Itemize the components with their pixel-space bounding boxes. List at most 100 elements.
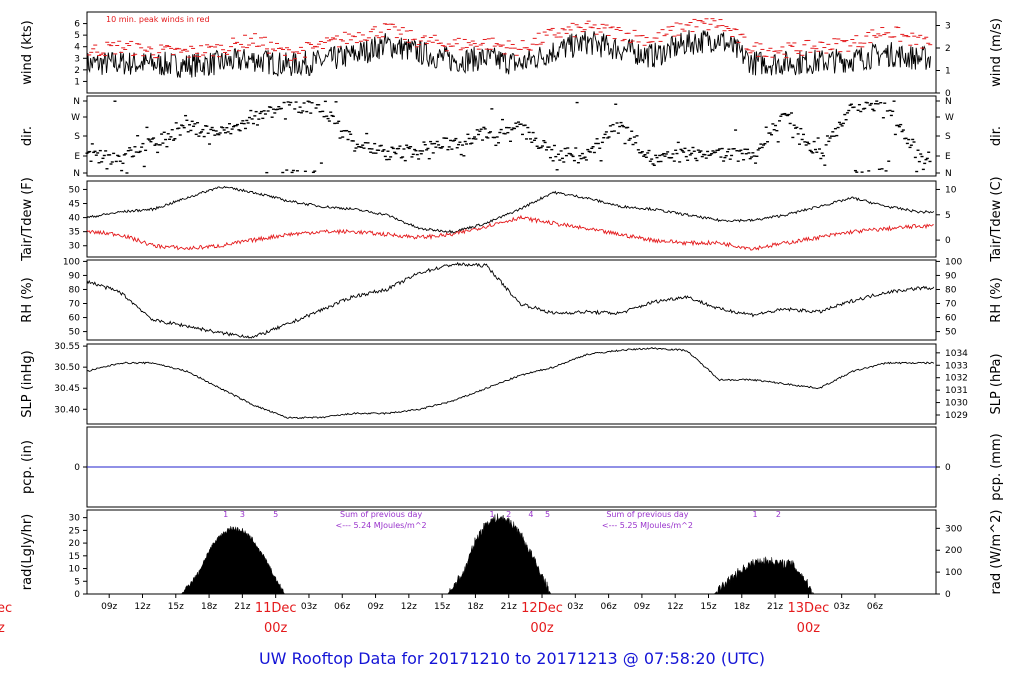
ytick-label-left-wind: 6 [74,20,80,30]
xtick-label: 12z [667,602,683,612]
solar-hour-label: 1 [490,510,495,519]
xtick-label: 21z [767,602,783,612]
ytick-label-left-rh: 70 [69,300,81,310]
day-label-edge-date: ec [0,601,12,616]
ylabel-right-dir: dir. [989,126,1004,146]
ylabel-right-radiation: rad (W/m^2) [989,510,1004,595]
ytick-label-right-rh: 80 [945,285,957,295]
panel-frame-dir [86,95,937,177]
ytick-label-left-rh: 80 [69,285,81,295]
solar-hour-label: 5 [273,510,278,519]
ytick-label-left-rh: 60 [69,314,81,324]
ytick-label-right-wind: 2 [945,44,951,54]
xtick-label: 06z [334,602,350,612]
ytick-label-right-radiation: 100 [945,568,962,578]
ylabel-right-precip: pcp. (mm) [989,433,1004,500]
series-radiation-day1 [180,526,285,595]
ytick-label-left-dir: N [73,97,80,107]
panel-frame-pressure [86,343,937,425]
ytick-label-right-wind: 3 [945,22,951,32]
day-label-date: 12Dec [521,601,563,616]
ytick-label-left-pressure: 30.55 [54,342,80,352]
ytick-label-right-rh: 70 [945,300,957,310]
series-rh [86,261,935,339]
ytick-label-right-radiation: 0 [945,590,951,600]
day-label-date: 13Dec [788,601,830,616]
ytick-label-left-temperature: 35 [69,228,80,238]
xtick-label: 09z [367,602,383,612]
ytick-label-left-wind: 5 [74,31,80,41]
day-label-date: 11Dec [255,601,297,616]
xtick-label: 09z [634,602,650,612]
xtick-label: 15z [700,602,716,612]
ytick-label-left-rh: 90 [69,271,81,281]
ytick-label-right-rh: 50 [945,328,957,338]
ytick-label-right-temperature: 0 [945,236,951,246]
day-label-hour: 00z [264,621,288,636]
ylabel-left-precip: pcp. (in) [20,440,35,494]
xtick-label: 15z [168,602,184,612]
solar-hour-label: 1 [753,510,758,519]
ylabel-left-wind: wind (kts) [20,20,35,84]
ytick-label-right-radiation: 300 [945,524,962,534]
ytick-label-left-radiation: 20 [69,539,81,549]
ytick-label-right-wind: 1 [945,67,951,77]
ytick-label-right-dir: N [945,169,952,179]
ytick-label-left-dir: E [74,152,80,162]
ylabel-left-temperature: Tair/Tdew (F) [20,177,35,262]
series-tdew [86,214,934,251]
ytick-label-right-pressure: 1033 [945,361,968,371]
ytick-label-left-temperature: 50 [69,185,81,195]
ytick-label-right-dir: N [945,97,952,107]
solar-hour-label: 2 [506,510,511,519]
ytick-label-left-wind: 4 [74,43,80,53]
ytick-label-right-rh: 60 [945,314,957,324]
daily-sum-label-line2: <--- 5.24 MJoules/m^2 [336,521,427,530]
ytick-label-right-pressure: 1031 [945,386,968,396]
ytick-label-left-dir: W [71,113,80,123]
solar-hour-label: 3 [240,510,245,519]
xtick-label: 06z [601,602,617,612]
xtick-label: 21z [234,602,250,612]
day-label-hour: 00z [797,621,821,636]
solar-hour-label: 4 [528,510,533,519]
ytick-label-right-temperature: 10 [945,185,957,195]
ytick-label-left-precip: 0 [74,463,80,473]
ytick-label-left-temperature: 30 [69,242,81,252]
ytick-label-right-temperature: 5 [945,211,951,221]
ytick-label-right-dir: W [945,113,954,123]
ylabel-left-dir: dir. [20,126,35,146]
series-tair [86,185,935,234]
ytick-label-left-radiation: 5 [74,577,80,587]
series-radiation-day3 [713,556,815,595]
ytick-label-left-radiation: 10 [69,565,81,575]
ytick-label-right-rh: 90 [945,271,957,281]
daily-sum-label-line1: Sum of previous day [606,510,688,519]
ytick-label-left-pressure: 30.50 [54,363,80,373]
xtick-label: 03z [834,602,850,612]
xtick-label: 03z [567,602,583,612]
ytick-label-right-radiation: 200 [945,546,962,556]
ylabel-right-temperature: Tair/Tdew (C) [989,176,1004,262]
ytick-label-right-rh: 100 [945,257,962,267]
xtick-label: 18z [467,602,483,612]
ylabel-right-pressure: SLP (hPa) [989,353,1004,414]
series-wind [86,30,931,78]
xtick-label: 21z [501,602,517,612]
xtick-label: 03z [301,602,317,612]
xtick-label: 12z [134,602,150,612]
series-radiation-day2 [447,513,552,595]
ytick-label-right-wind: 0 [945,89,951,99]
ylabel-left-radiation: rad(Lgly/hr) [20,514,35,590]
solar-hour-label: 5 [545,510,550,519]
ytick-label-right-pressure: 1032 [945,374,968,384]
xtick-label: 06z [867,602,883,612]
ytick-label-left-wind: 2 [74,66,80,76]
solar-hour-label: 2 [776,510,781,519]
ytick-label-left-pressure: 30.40 [54,405,80,415]
ytick-label-left-radiation: 25 [69,526,80,536]
peak-wind-note: 10 min. peak winds in red [106,15,210,24]
ylabel-right-rh: RH (%) [989,277,1004,322]
ytick-label-left-dir: S [74,132,80,142]
